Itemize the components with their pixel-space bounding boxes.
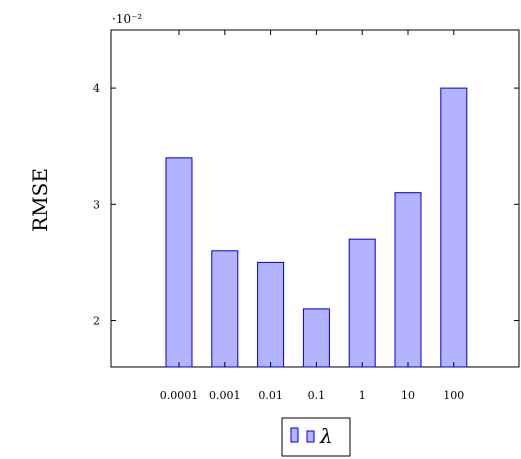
y-ticks-group: 2 3 4 bbox=[93, 82, 519, 328]
y-tick-label-4: 4 bbox=[93, 82, 100, 95]
x-tick-label-100: 100 bbox=[443, 389, 464, 402]
bar-100 bbox=[440, 87, 468, 368]
bar-0.0001 bbox=[165, 157, 193, 368]
x-tick-label-0.1: 0.1 bbox=[308, 389, 326, 402]
legend-swatch-a bbox=[290, 427, 299, 443]
y-axis-label: RMSE bbox=[28, 168, 52, 232]
x-tick-label-10: 10 bbox=[401, 389, 415, 402]
y-tick-label-2: 2 bbox=[93, 315, 100, 328]
bar-10 bbox=[394, 192, 422, 368]
bars-group bbox=[165, 87, 468, 368]
x-tick-label-0.0001: 0.0001 bbox=[160, 389, 199, 402]
legend-label: λ bbox=[319, 424, 333, 448]
x-ticks-group: 0.0001 0.001 0.01 0.1 1 10 100 bbox=[160, 30, 464, 402]
x-tick-label-1: 1 bbox=[359, 389, 366, 402]
x-tick-label-0.01: 0.01 bbox=[258, 389, 283, 402]
bar-0.001 bbox=[211, 250, 239, 368]
bar-0.01 bbox=[257, 261, 285, 368]
legend-swatch-b bbox=[306, 430, 315, 443]
legend: λ bbox=[281, 417, 351, 457]
x-tick-label-0.001: 0.001 bbox=[209, 389, 241, 402]
bar-1 bbox=[348, 238, 376, 368]
y-tick-label-3: 3 bbox=[93, 198, 100, 211]
y-axis-scale-note: ·10⁻² bbox=[112, 12, 142, 26]
bar-0.1 bbox=[302, 308, 330, 368]
